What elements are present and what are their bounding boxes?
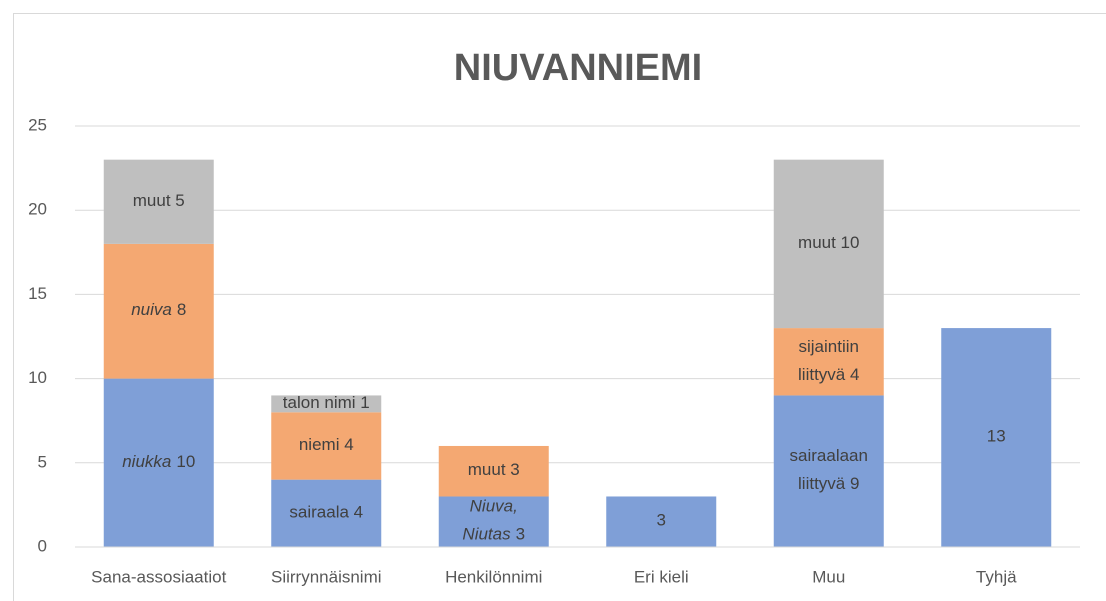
data-label: 3 [657, 511, 666, 530]
data-label: sairaala 4 [289, 503, 363, 522]
data-label: 13 [987, 427, 1006, 446]
data-label: sijaintiin [799, 337, 859, 356]
data-label: liittyvä 4 [798, 365, 859, 384]
data-label: liittyvä 9 [798, 475, 859, 494]
data-label: niemi 4 [299, 435, 354, 454]
data-label-run: 13 [987, 427, 1006, 446]
y-tick-label: 10 [28, 368, 47, 387]
data-label-run: niukka [122, 452, 171, 471]
data-label: muut 5 [133, 191, 185, 210]
data-label: talon nimi 1 [283, 393, 370, 412]
bar-segment [271, 412, 382, 480]
x-tick-label: Siirrynnäisnimi [271, 567, 382, 586]
data-label-run: sijaintiin [799, 337, 859, 356]
bar-segment [438, 496, 549, 547]
data-label-run: liittyvä 9 [798, 475, 859, 494]
bar-segment [271, 395, 382, 413]
x-tick-label: Sana-assosiaatiot [91, 567, 226, 586]
data-label-run: nuiva [131, 301, 172, 320]
bar-segment [103, 378, 214, 547]
y-tick-label: 0 [38, 536, 47, 555]
y-tick-label: 15 [28, 284, 47, 303]
data-label-run: niemi 4 [299, 435, 354, 454]
data-label-run: 8 [177, 301, 186, 320]
bar-segment [271, 479, 382, 547]
data-label: muut 3 [468, 461, 520, 480]
data-label-run: muut 3 [468, 461, 520, 480]
bar-segment [103, 159, 214, 244]
bar-segment [606, 496, 717, 547]
data-label-run: Niuva, [470, 497, 518, 516]
data-label-run: sairaala 4 [289, 503, 363, 522]
y-tick-label: 5 [38, 452, 47, 471]
bar-segment [438, 445, 549, 497]
bar-segment [773, 328, 884, 396]
x-tick-label: Henkilönnimi [445, 567, 542, 586]
data-label: niukka 10 [122, 452, 195, 471]
x-tick-label: Tyhjä [976, 567, 1017, 586]
data-label-run: Niutas [462, 525, 511, 544]
data-label-run: 3 [657, 511, 666, 530]
x-tick-label: Eri kieli [634, 567, 689, 586]
y-tick-label: 20 [28, 200, 47, 219]
bar-segment [103, 243, 214, 379]
bar-segment [773, 395, 884, 547]
x-tick-label: Muu [812, 567, 845, 586]
data-label: Niutas 3 [462, 525, 525, 544]
chart-title: NIUVANNIEMI [454, 47, 702, 89]
data-label: Niuva, [470, 497, 518, 516]
bar-segment [941, 328, 1052, 547]
data-label-run: sairaalaan [790, 447, 868, 466]
bar-segment [773, 159, 884, 329]
data-label-run: 3 [516, 525, 525, 544]
data-label: nuiva 8 [131, 301, 186, 320]
data-label: sairaalaan [790, 447, 868, 466]
data-label-run: muut 5 [133, 191, 185, 210]
data-label-run: talon nimi 1 [283, 393, 370, 412]
data-label-run: 10 [176, 452, 195, 471]
data-label-run: liittyvä 4 [798, 365, 859, 384]
data-label: muut 10 [798, 233, 859, 252]
y-tick-label: 25 [28, 115, 47, 134]
data-label-run: muut 10 [798, 233, 859, 252]
